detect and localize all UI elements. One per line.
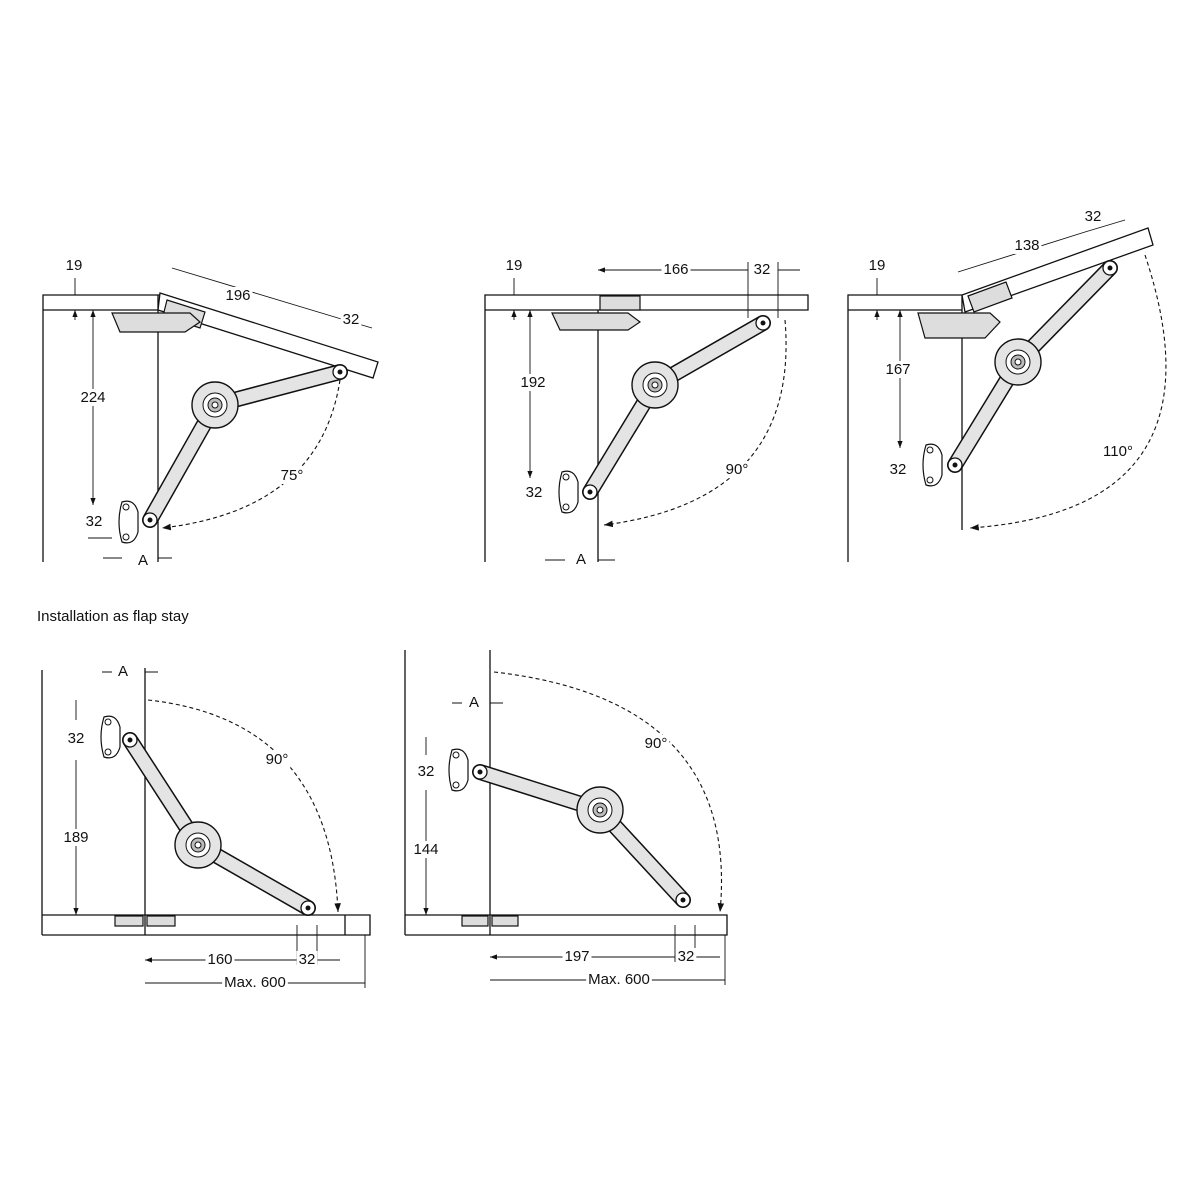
dim-spacing: 32 bbox=[68, 730, 85, 747]
dim-setback: A bbox=[118, 663, 128, 680]
dim-lid-length: 138 bbox=[1014, 237, 1039, 254]
diagram-90: 19 166 32 192 32 A 90° bbox=[484, 256, 809, 568]
dim-setback: A bbox=[469, 694, 479, 711]
label-backdrop bbox=[866, 256, 888, 274]
dim-spacing: 32 bbox=[526, 484, 543, 501]
label-backdrop bbox=[1101, 442, 1135, 460]
opening-angle: 110° bbox=[1103, 443, 1133, 460]
label-backdrop bbox=[723, 460, 751, 478]
diagram-flap-2: A 32 144 90° 197 32 Max. 600 bbox=[404, 650, 728, 988]
label-backdrop bbox=[115, 662, 131, 680]
dim-spacing: 32 bbox=[890, 461, 907, 478]
label-backdrop bbox=[661, 260, 691, 278]
label-backdrop bbox=[642, 734, 670, 752]
label-backdrop bbox=[340, 310, 362, 328]
dim-offset: 32 bbox=[678, 948, 695, 965]
label-backdrop bbox=[751, 260, 773, 278]
dim-max-width: Max. 600 bbox=[224, 974, 286, 991]
dim-setback: A bbox=[576, 551, 586, 568]
dim-setback: A bbox=[138, 552, 148, 569]
dim-length: 160 bbox=[207, 951, 232, 968]
dim-spacing: 32 bbox=[86, 513, 103, 530]
label-backdrop bbox=[278, 466, 306, 484]
label-backdrop bbox=[518, 373, 548, 391]
section-caption: Installation as flap stay bbox=[37, 608, 189, 625]
opening-angle: 90° bbox=[726, 461, 749, 478]
dim-max-width: Max. 600 bbox=[588, 971, 650, 988]
dim-lid-offset: 32 bbox=[343, 311, 360, 328]
label-backdrop bbox=[503, 256, 525, 274]
label-backdrop bbox=[223, 286, 253, 304]
dim-thickness: 19 bbox=[869, 257, 886, 274]
dim-height: 192 bbox=[520, 374, 545, 391]
diagram-flap-1: A 32 189 90° 160 32 Max. 600 bbox=[41, 662, 371, 991]
label-backdrop bbox=[887, 460, 909, 478]
label-backdrop bbox=[205, 950, 235, 968]
label-backdrop bbox=[1012, 236, 1042, 254]
dim-height: 224 bbox=[80, 389, 105, 406]
label-backdrop bbox=[411, 840, 441, 858]
label-backdrop bbox=[63, 256, 85, 274]
dim-lid-offset: 32 bbox=[1085, 208, 1102, 225]
dim-length: 197 bbox=[564, 948, 589, 965]
label-backdrop bbox=[65, 729, 87, 747]
label-backdrop bbox=[466, 693, 482, 711]
dim-lid-offset: 32 bbox=[754, 261, 771, 278]
label-backdrop bbox=[415, 762, 437, 780]
dim-thickness: 19 bbox=[66, 257, 83, 274]
label-backdrop bbox=[263, 750, 291, 768]
label-backdrop bbox=[83, 512, 105, 530]
label-backdrop bbox=[1082, 207, 1104, 225]
label-backdrop bbox=[135, 551, 151, 569]
label-backdrop bbox=[675, 947, 697, 965]
dim-height: 189 bbox=[63, 829, 88, 846]
label-backdrop bbox=[883, 360, 913, 378]
label-backdrop bbox=[78, 388, 108, 406]
dim-offset: 32 bbox=[299, 951, 316, 968]
diagram-75: 19 196 32 224 32 A 75° bbox=[42, 256, 379, 569]
opening-angle: 75° bbox=[281, 467, 304, 484]
diagram-110: 19 138 32 167 32 110° bbox=[847, 207, 1167, 562]
dim-thickness: 19 bbox=[506, 257, 523, 274]
label-backdrop bbox=[296, 950, 318, 968]
dim-lid-length: 166 bbox=[663, 261, 688, 278]
dim-height: 144 bbox=[413, 841, 438, 858]
label-backdrop bbox=[562, 947, 592, 965]
dim-lid-length: 196 bbox=[225, 287, 250, 304]
opening-angle: 90° bbox=[645, 735, 668, 752]
label-backdrop bbox=[573, 550, 589, 568]
label-backdrop bbox=[586, 970, 652, 988]
opening-angle: 90° bbox=[266, 751, 289, 768]
label-backdrop bbox=[222, 973, 288, 991]
label-backdrop bbox=[523, 483, 545, 501]
label-backdrop bbox=[35, 607, 192, 625]
label-backdrop bbox=[61, 828, 91, 846]
dim-height: 167 bbox=[885, 361, 910, 378]
dim-spacing: 32 bbox=[418, 763, 435, 780]
